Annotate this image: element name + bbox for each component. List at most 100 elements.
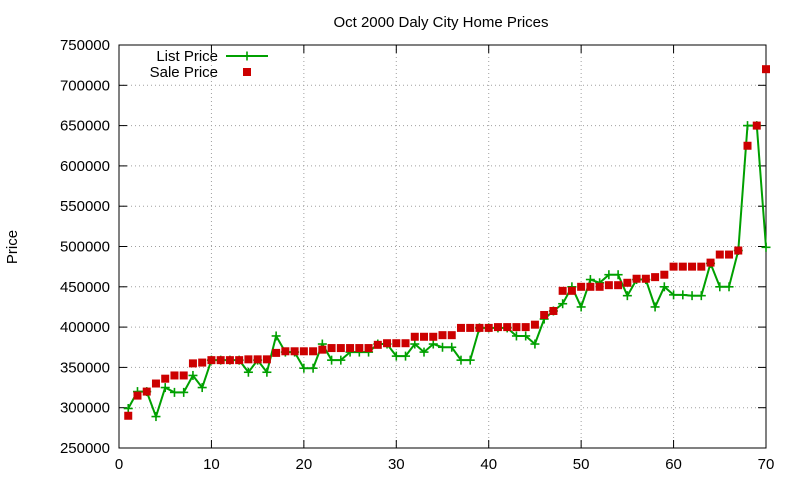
sale-price-point bbox=[244, 355, 253, 364]
sale-price-point bbox=[512, 323, 521, 332]
y-tick-label: 600000 bbox=[60, 158, 110, 175]
list-price-point bbox=[696, 291, 706, 301]
list-price-point bbox=[419, 347, 429, 357]
sale-price-point bbox=[383, 339, 392, 348]
sale-price-point bbox=[438, 331, 447, 340]
list-price-point bbox=[585, 275, 595, 285]
list-price-point bbox=[179, 387, 189, 397]
list-price-point bbox=[511, 331, 521, 341]
y-tick-label: 450000 bbox=[60, 279, 110, 296]
list-price-point bbox=[687, 291, 697, 301]
sale-price-point bbox=[179, 371, 188, 380]
list-price-point bbox=[243, 367, 253, 377]
series bbox=[123, 65, 771, 422]
sale-price-point bbox=[623, 278, 632, 287]
sale-price-point bbox=[355, 344, 364, 353]
list-price-point bbox=[299, 363, 309, 373]
sale-price-point bbox=[401, 339, 410, 348]
sale-price-point bbox=[188, 359, 197, 368]
list-price-point bbox=[438, 342, 447, 352]
sale-price-point bbox=[327, 344, 336, 353]
x-tick-label: 30 bbox=[388, 456, 405, 473]
sale-price-point bbox=[614, 281, 623, 290]
list-price-point bbox=[743, 121, 753, 131]
list-price-point bbox=[327, 355, 337, 365]
sale-price-point bbox=[567, 286, 576, 295]
y-tick-label: 350000 bbox=[60, 359, 110, 376]
sale-price-point bbox=[678, 262, 687, 271]
list-price-point bbox=[521, 331, 531, 341]
sale-price-point bbox=[632, 274, 641, 283]
sale-price-point bbox=[318, 345, 327, 354]
x-tick-label: 40 bbox=[480, 456, 497, 473]
legend-square-marker bbox=[243, 68, 251, 76]
y-tick-label: 550000 bbox=[60, 198, 110, 215]
x-tick-label: 50 bbox=[573, 456, 590, 473]
legend-label: Sale Price bbox=[150, 64, 218, 81]
list-price-point bbox=[456, 355, 466, 365]
list-price-point bbox=[724, 282, 734, 292]
sale-price-point bbox=[466, 323, 475, 332]
legend-plus-marker bbox=[242, 51, 252, 61]
list-price-line bbox=[127, 124, 767, 420]
list-price-point bbox=[169, 387, 179, 397]
list-price-point bbox=[160, 383, 170, 393]
list-price-point bbox=[622, 291, 632, 301]
x-tick-label: 20 bbox=[296, 456, 313, 473]
sale-price-point bbox=[262, 355, 271, 364]
grid bbox=[119, 45, 766, 448]
sale-price-point bbox=[752, 121, 761, 130]
sale-price-point bbox=[346, 344, 355, 353]
sale-price-point bbox=[475, 323, 484, 332]
sale-price-point bbox=[595, 282, 604, 291]
list-price-point bbox=[659, 282, 669, 292]
sale-price-point bbox=[142, 387, 151, 396]
list-price-point bbox=[761, 242, 771, 252]
sale-price-point bbox=[410, 332, 419, 341]
sale-price-point bbox=[688, 262, 697, 271]
sale-price-point bbox=[586, 282, 595, 291]
sale-price-point bbox=[198, 358, 207, 367]
sale-price-point bbox=[503, 323, 512, 332]
legend-label: List Price bbox=[156, 48, 218, 65]
sale-price-point bbox=[392, 339, 401, 348]
y-tick-label: 750000 bbox=[60, 37, 110, 54]
list-price-point bbox=[558, 299, 568, 309]
x-tick-label: 60 bbox=[665, 456, 682, 473]
sale-price-point bbox=[725, 250, 734, 259]
list-price-point bbox=[123, 404, 133, 414]
list-price-point bbox=[197, 383, 207, 393]
chart-title: Oct 2000 Daly City Home Prices bbox=[333, 14, 548, 31]
sale-price-point bbox=[540, 311, 549, 320]
sale-price-point bbox=[493, 323, 502, 332]
sale-price-point bbox=[521, 323, 530, 332]
list-price-point bbox=[391, 351, 401, 361]
y-tick-label: 250000 bbox=[60, 440, 110, 457]
y-tick-label: 650000 bbox=[60, 118, 110, 135]
sale-price-point bbox=[669, 262, 678, 271]
sale-price-point bbox=[429, 332, 438, 341]
sale-price-point bbox=[364, 344, 373, 353]
y-axis-label: Price bbox=[4, 230, 21, 264]
sale-price-point bbox=[734, 246, 743, 255]
list-price-point bbox=[465, 355, 475, 365]
list-price-point bbox=[308, 363, 318, 373]
sale-price-point bbox=[336, 344, 345, 353]
sale-price-point bbox=[272, 348, 281, 357]
list-price-point bbox=[447, 342, 457, 352]
sale-price-point bbox=[151, 379, 160, 388]
sale-price-point bbox=[660, 270, 669, 279]
list-price-point bbox=[262, 367, 272, 377]
list-price-point bbox=[410, 339, 420, 349]
list-price-point bbox=[678, 290, 688, 300]
sale-price-point bbox=[216, 356, 225, 365]
sale-price-point bbox=[456, 323, 465, 332]
sale-price-point bbox=[604, 281, 613, 290]
sale-price-point bbox=[299, 347, 308, 356]
sale-price-point bbox=[715, 250, 724, 259]
sale-price-point bbox=[281, 347, 290, 356]
y-tick-label: 300000 bbox=[60, 400, 110, 417]
x-tick-label: 10 bbox=[203, 456, 220, 473]
